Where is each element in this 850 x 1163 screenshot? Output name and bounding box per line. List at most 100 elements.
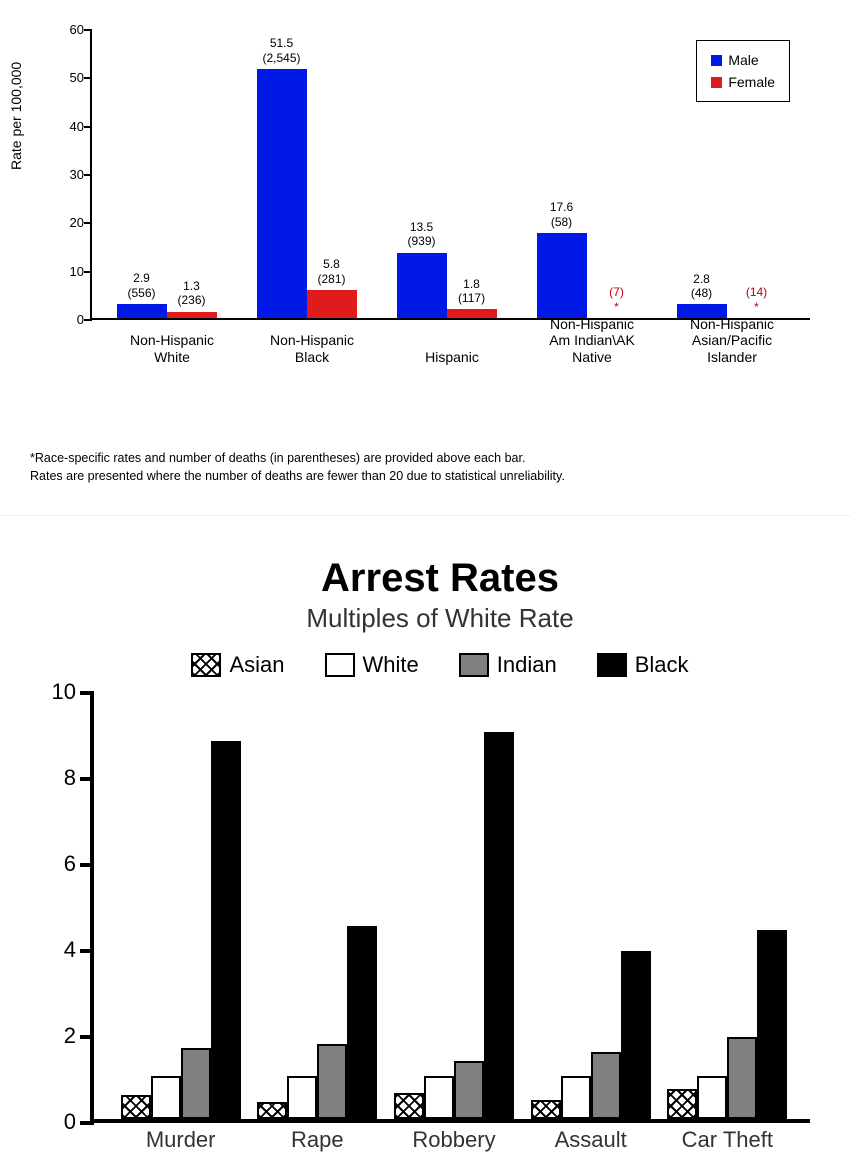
chart1-footnote-line1: *Race-specific rates and number of death…: [30, 450, 820, 468]
chart1-annotation-female: 5.8(281): [304, 257, 359, 286]
chart1-annotation-male: 2.8(48): [674, 272, 729, 301]
chart2-ytick: [80, 691, 94, 695]
legend-label-male: Male: [728, 52, 758, 68]
chart2-legend-item-black: Black: [597, 652, 689, 678]
chart1-legend-male: Male: [711, 49, 775, 71]
chart2-ytick-label: 8: [46, 765, 76, 791]
chart2-category-label: Rape: [247, 1127, 387, 1153]
chart2-legend-label-black: Black: [635, 652, 689, 678]
chart1-bar-male: [257, 69, 307, 318]
chart2-bar-white: [287, 1076, 317, 1119]
chart2-bar-white: [151, 1076, 181, 1119]
chart1-annotation-female-suppressed: (7)*: [589, 285, 644, 314]
chart1-bar-female: [447, 309, 497, 318]
chart1-category-label: Non-HispanicAsian/PacificIslander: [662, 316, 802, 366]
chart1-ytick: [84, 222, 92, 224]
chart1-category-label: Non-HispanicAm Indian\AKNative: [522, 316, 662, 366]
chart1-annotation-male: 17.6(58): [534, 200, 589, 229]
chart2-category-label: Assault: [521, 1127, 661, 1153]
chart1-bar-male: [537, 233, 587, 318]
chart2-legend-label-indian: Indian: [497, 652, 557, 678]
chart2-ytick: [80, 1035, 94, 1039]
chart1-category-label: Non-HispanicBlack: [242, 332, 382, 366]
chart2-bar-black: [484, 732, 514, 1119]
chart2-bar-white: [561, 1076, 591, 1119]
chart1-ytick: [84, 174, 92, 176]
chart1-category-label: Hispanic: [382, 349, 522, 366]
chart2-legend: Asian White Indian Black: [60, 652, 820, 678]
chart2-ytick-label: 6: [46, 851, 76, 877]
chart1-footnote-line2: Rates are presented where the number of …: [30, 468, 820, 486]
chart1-annotation-male: 51.5(2,545): [254, 36, 309, 65]
chart1-category-label: Non-HispanicWhite: [102, 332, 242, 366]
chart1-ytick: [84, 271, 92, 273]
chart2-bar-asian: [394, 1093, 424, 1119]
chart2-bar-indian: [454, 1061, 484, 1119]
chart1-inner: 01020304050602.9(556)1.3(236)Non-Hispani…: [90, 20, 820, 380]
chart2-bar-indian: [727, 1037, 757, 1119]
chart1-ytick-label: 30: [52, 167, 84, 182]
chart2-bar-white: [697, 1076, 727, 1119]
chart2-bar-black: [621, 951, 651, 1119]
chart1-annotation-female-suppressed: (14)*: [729, 285, 784, 314]
chart2-ytick-label: 4: [46, 937, 76, 963]
legend-swatch-male: [711, 55, 722, 66]
chart1-bar-male: [117, 304, 167, 318]
chart1-ytick-label: 20: [52, 215, 84, 230]
chart2-legend-label-asian: Asian: [229, 652, 284, 678]
chart2-legend-item-asian: Asian: [191, 652, 284, 678]
legend-swatch-female: [711, 77, 722, 88]
chart2-legend-swatch-white: [325, 653, 355, 677]
chart2-ytick: [80, 1121, 94, 1125]
chart2-ytick-label: 0: [46, 1109, 76, 1135]
chart1-bar-female: [307, 290, 357, 318]
chart1-ytick-label: 10: [52, 264, 84, 279]
chart2-bar-black: [347, 926, 377, 1120]
chart1-footnote: *Race-specific rates and number of death…: [30, 450, 820, 505]
chart2-legend-swatch-indian: [459, 653, 489, 677]
chart1-annotation-female: 1.3(236): [164, 279, 219, 308]
chart2-bar-black: [757, 930, 787, 1119]
chart2-legend-label-white: White: [363, 652, 419, 678]
chart1-annotation-male: 2.9(556): [114, 271, 169, 300]
legend-label-female: Female: [728, 74, 775, 90]
chart2-legend-swatch-asian: [191, 653, 221, 677]
chart1-annotation-male: 13.5(939): [394, 220, 449, 249]
chart2-legend-item-white: White: [325, 652, 419, 678]
chart1-legend-female: Female: [711, 71, 775, 93]
chart2-bar-indian: [317, 1044, 347, 1119]
chart2-legend-item-indian: Indian: [459, 652, 557, 678]
chart2-ytick: [80, 949, 94, 953]
chart2-bar-asian: [667, 1089, 697, 1119]
chart2-bar-asian: [121, 1095, 151, 1119]
chart1-annotation-female: 1.8(117): [444, 277, 499, 306]
chart1-ytick-label: 60: [52, 22, 84, 37]
chart1-ytick-label: 40: [52, 119, 84, 134]
chart2-category-label: Murder: [111, 1127, 251, 1153]
page: Rate per 100,000 01020304050602.9(556)1.…: [0, 0, 850, 1163]
chart2-bar-asian: [257, 1102, 287, 1119]
chart2-ytick: [80, 777, 94, 781]
chart1-ytick: [84, 77, 92, 79]
chart2-bar-white: [424, 1076, 454, 1119]
chart1-ytick-label: 50: [52, 70, 84, 85]
chart2-subtitle: Multiples of White Rate: [60, 603, 820, 634]
chart1-ytick: [84, 319, 92, 321]
chart2-legend-swatch-black: [597, 653, 627, 677]
chart1-bar-male: [397, 253, 447, 318]
chart2-ytick: [80, 863, 94, 867]
chart2-category-label: Robbery: [384, 1127, 524, 1153]
chart1-ytick: [84, 126, 92, 128]
chart1-ytick-label: 0: [52, 312, 84, 327]
chart2-bar-black: [211, 741, 241, 1119]
arrest-rates-chart: Arrest Rates Multiples of White Rate Asi…: [0, 515, 850, 1163]
chart1-bar-female: [167, 312, 217, 318]
chart1-ytick: [84, 29, 92, 31]
chart2-ytick-label: 2: [46, 1023, 76, 1049]
death-rate-chart: Rate per 100,000 01020304050602.9(556)1.…: [0, 0, 850, 515]
chart1-y-axis-label: Rate per 100,000: [8, 62, 24, 170]
chart2-bar-asian: [531, 1100, 561, 1119]
chart1-legend: Male Female: [696, 40, 790, 102]
chart2-title: Arrest Rates: [60, 556, 820, 601]
chart2-bar-indian: [181, 1048, 211, 1119]
